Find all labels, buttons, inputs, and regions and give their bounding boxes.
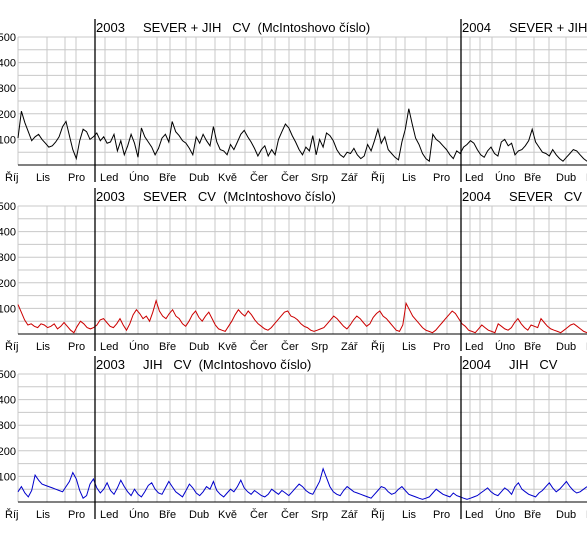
x-tick-label: Čer [281, 508, 299, 521]
y-tick-label: 400 [0, 227, 16, 239]
x-tick-label: Čer [250, 340, 268, 353]
x-axis-labels: Říj Lis Pro Led Úno Bře Dub Kvě Čer Čer Srp Zář Říj L… [5, 340, 587, 353]
x-tick-label: Dub [189, 509, 209, 521]
x-tick-label: Dub [556, 341, 576, 353]
x-tick-label: Kvě [218, 172, 237, 184]
y-tick-label: 400 [0, 58, 16, 70]
chart-title-right: 2004 JIH CV [462, 357, 558, 372]
x-tick-label: Bře [159, 509, 176, 521]
chart-title-left: 2003 SEVER + JIH CV (McIntoshovo číslo) [96, 20, 370, 35]
x-tick-label: Zář [341, 172, 358, 184]
x-tick-label: Bře [159, 341, 176, 353]
y-axis-ticks: 500 400 300 200 100 [0, 201, 16, 315]
x-tick-label: Srp [311, 509, 328, 521]
y-axis-ticks: 500 400 300 200 100 [0, 32, 16, 146]
x-tick-label: Čer [281, 171, 299, 184]
series-line [17, 108, 587, 163]
y-tick-label: 500 [0, 32, 16, 44]
y-tick-label: 500 [0, 201, 16, 213]
x-tick-label: Dub [556, 509, 576, 521]
chart-panel-jih: 500 400 300 200 100 Říj Lis Pro Led Úno Bře Dub Kvě… [0, 356, 587, 521]
chart-panel-sever: 500 400 300 200 100 Říj Lis Pro Led Úno Bře Dub Kvě… [0, 188, 587, 353]
x-tick-label: Led [465, 509, 483, 521]
x-tick-label: Říj [371, 340, 384, 353]
x-tick-label: Říj [371, 508, 384, 521]
x-tick-label: Lis [36, 509, 51, 521]
x-tick-label: Dub [189, 172, 209, 184]
x-tick-label: Úno [129, 171, 149, 184]
y-tick-label: 300 [0, 252, 16, 264]
x-tick-label: Úno [129, 340, 149, 353]
y-tick-label: 100 [0, 134, 16, 146]
x-tick-label: Pro [433, 341, 450, 353]
x-tick-label: Srp [311, 341, 328, 353]
x-tick-label: Bře [524, 509, 541, 521]
x-tick-label: Srp [311, 172, 328, 184]
x-tick-label: Pro [68, 172, 85, 184]
y-tick-label: 200 [0, 109, 16, 121]
x-tick-label: Říj [5, 171, 18, 184]
x-tick-label: Zář [341, 509, 358, 521]
chart-title-left: 2003 SEVER CV (McIntoshovo číslo) [96, 189, 336, 204]
y-tick-label: 100 [0, 303, 16, 315]
y-tick-label: 400 [0, 395, 16, 407]
x-tick-label: Říj [371, 171, 384, 184]
x-tick-label: Led [100, 172, 118, 184]
grid-lines [17, 36, 587, 166]
x-tick-label: Kvě [218, 509, 237, 521]
x-tick-label: Dub [556, 172, 576, 184]
chart-panel-sever-jih: 500 400 300 200 100 Říj Lis Pro Led Úno Bře Dub Kvě… [0, 19, 587, 184]
x-tick-label: Pro [68, 509, 85, 521]
y-tick-label: 200 [0, 446, 16, 458]
x-tick-label: Čer [250, 508, 268, 521]
grid-lines [17, 373, 587, 503]
x-tick-label: Bře [524, 341, 541, 353]
x-tick-label: Čer [281, 340, 299, 353]
y-tick-label: 200 [0, 278, 16, 290]
x-tick-label: Led [100, 509, 118, 521]
x-tick-label: Lis [36, 172, 51, 184]
x-tick-label: Říj [5, 508, 18, 521]
x-tick-label: Led [465, 172, 483, 184]
x-tick-label: Pro [433, 509, 450, 521]
x-tick-label: Úno [129, 508, 149, 521]
chart-title-right: 2004 SEVER + JIH [462, 20, 587, 35]
x-tick-label: Pro [68, 341, 85, 353]
chart-title-right: 2004 SEVER CV [462, 189, 582, 204]
x-tick-label: Zář [341, 341, 358, 353]
y-tick-label: 300 [0, 83, 16, 95]
chart-title-left: 2003 JIH CV (McIntoshovo číslo) [96, 357, 311, 372]
x-tick-label: Lis [402, 172, 417, 184]
y-tick-label: 500 [0, 369, 16, 381]
grid-lines [17, 205, 587, 335]
x-tick-label: Bře [524, 172, 541, 184]
x-axis-labels: Říj Lis Pro Led Úno Bře Dub Kvě Čer Čer Srp Zář Říj L… [5, 171, 587, 184]
series-line [17, 298, 587, 334]
y-tick-label: 300 [0, 420, 16, 432]
y-tick-label: 100 [0, 471, 16, 483]
x-axis-labels: Říj Lis Pro Led Úno Bře Dub Kvě Čer Čer Srp Zář Říj L… [5, 508, 587, 521]
x-tick-label: Led [100, 341, 118, 353]
x-tick-label: Úno [495, 340, 515, 353]
x-tick-label: Dub [189, 341, 209, 353]
x-tick-label: Lis [36, 341, 51, 353]
series-line [17, 467, 587, 500]
x-tick-label: Lis [402, 341, 417, 353]
x-tick-label: Led [465, 341, 483, 353]
x-tick-label: Čer [250, 171, 268, 184]
x-tick-label: Kvě [218, 341, 237, 353]
x-tick-label: Pro [433, 172, 450, 184]
x-tick-label: Říj [5, 340, 18, 353]
y-axis-ticks: 500 400 300 200 100 [0, 369, 16, 483]
x-tick-label: Úno [495, 171, 515, 184]
x-tick-label: Bře [159, 172, 176, 184]
x-tick-label: Úno [495, 508, 515, 521]
x-tick-label: Lis [402, 509, 417, 521]
